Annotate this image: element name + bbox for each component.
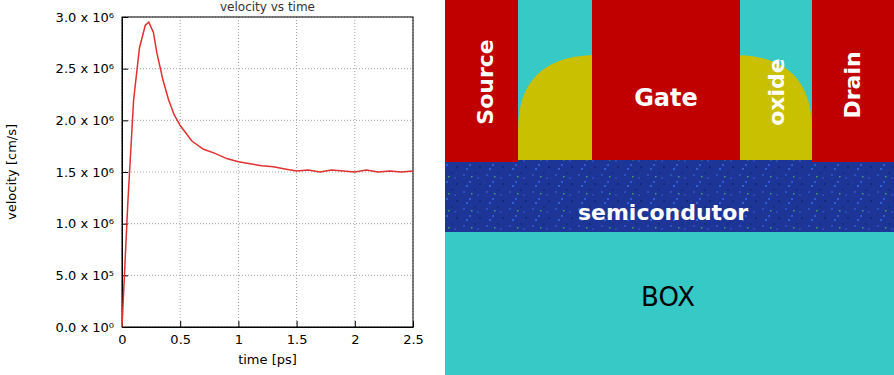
oxide-label: oxide [764, 58, 789, 126]
grid-line-y [122, 68, 413, 69]
x-tick-mark [297, 321, 298, 327]
gate-label: Gate [634, 84, 698, 112]
grid [122, 17, 413, 327]
x-tick: 0.5 [170, 321, 191, 347]
plot-marks [122, 22, 413, 327]
x-tick: 1.5 [287, 321, 308, 347]
y-tick-mark [122, 172, 128, 173]
grid-line-x [238, 17, 239, 327]
source-electrode [445, 0, 518, 162]
source-label: Source [473, 39, 498, 124]
drain-label: Drain [840, 51, 865, 118]
plot-frame [122, 17, 413, 327]
box-layer [445, 232, 894, 375]
semiconductor-label: semicondutor [578, 200, 748, 225]
y-tick-label: 1.5 x 10⁶ [56, 165, 114, 180]
x-axis: 0 0.5 1 1.5 2 2.5 [118, 321, 423, 347]
y-tick-label: 1.0 x 10⁶ [56, 216, 114, 231]
velocity-line [122, 22, 413, 327]
x-tick: 2 [351, 321, 359, 347]
y-axis: 0.0 x 10⁰ 5.0 x 10⁵ 1.0 x 10⁶ 1.5 x 10⁶ 2.0 … [56, 10, 128, 335]
chart-title: velocity vs time [220, 0, 315, 14]
y-tick-label: 2.5 x 10⁶ [56, 61, 114, 76]
x-tick-mark [355, 321, 356, 327]
x-tick-label: 2.5 [403, 332, 424, 347]
grid-line-y [122, 172, 413, 173]
semiconductor-layer [445, 160, 894, 232]
y-tick: 2.0 x 10⁶ [56, 113, 128, 128]
x-tick-label: 2 [351, 332, 359, 347]
grid-line-y [122, 120, 413, 121]
y-tick: 2.5 x 10⁶ [56, 61, 128, 76]
x-tick-label: 1.5 [287, 332, 308, 347]
right-spacer-oxide [740, 55, 812, 160]
y-tick-mark [122, 120, 128, 121]
x-tick-mark [180, 321, 181, 327]
gate-electrode [592, 0, 740, 160]
x-tick-label: 0 [118, 332, 126, 347]
drain-electrode [812, 0, 894, 162]
y-tick-label: 5.0 x 10⁵ [56, 268, 114, 283]
grid-line-y [122, 223, 413, 224]
grid-line-y [122, 275, 413, 276]
x-tick-label: 0.5 [170, 332, 191, 347]
figure: 0 0.5 1 1.5 2 2.5 0.0 x 10⁰ 5.0 x 10⁵ 1.0 x 10⁶ 1… [0, 0, 894, 375]
y-tick: 5.0 x 10⁵ [56, 268, 128, 283]
left-spacer-oxide [518, 55, 592, 160]
y-tick-label: 0.0 x 10⁰ [56, 320, 114, 335]
box-label: BOX [641, 282, 695, 312]
y-tick: 1.5 x 10⁶ [56, 165, 128, 180]
background [445, 0, 894, 375]
y-axis-title: velocity [cm/s] [4, 124, 19, 220]
y-tick-label: 3.0 x 10⁶ [56, 10, 114, 25]
chart: 0 0.5 1 1.5 2 2.5 0.0 x 10⁰ 5.0 x 10⁵ 1.0 x 10⁶ 1… [4, 0, 424, 367]
y-tick: 1.0 x 10⁶ [56, 216, 128, 231]
y-tick: 0.0 x 10⁰ [56, 320, 128, 335]
x-tick: 1 [235, 321, 243, 347]
y-tick-mark [122, 69, 128, 70]
x-tick-mark [238, 321, 239, 327]
device-diagram: Source Gate oxide Drain semicondutor BOX [445, 0, 894, 375]
x-tick-label: 1 [235, 332, 243, 347]
x-axis-title: time [ps] [238, 352, 297, 367]
y-tick-label: 2.0 x 10⁶ [56, 113, 114, 128]
y-tick: 3.0 x 10⁶ [56, 10, 128, 25]
